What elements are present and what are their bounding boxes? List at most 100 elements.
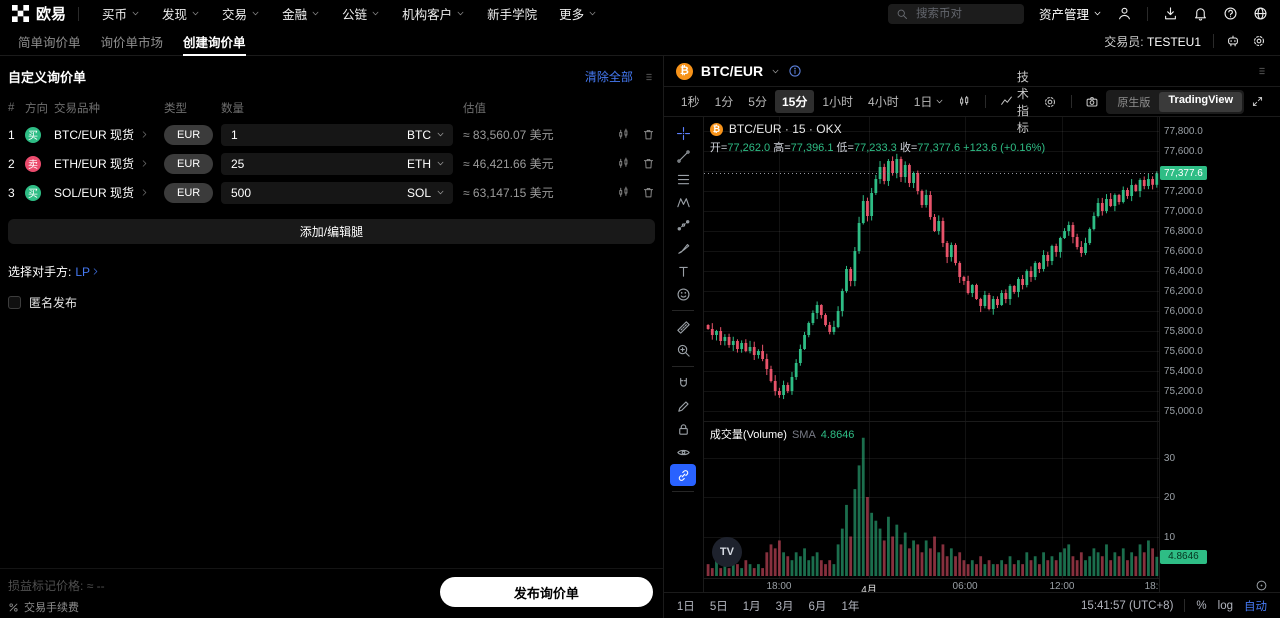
edit-icon[interactable]: [670, 395, 696, 417]
row-pair[interactable]: BTC/EUR 现货: [54, 126, 164, 143]
bell-icon[interactable]: [1193, 6, 1208, 21]
price-tick-label: 77,600.0: [1163, 146, 1203, 157]
user-icon[interactable]: [1117, 6, 1132, 21]
eye-icon[interactable]: [670, 441, 696, 463]
link-icon[interactable]: [670, 464, 697, 486]
mode-tradingview[interactable]: TradingView: [1159, 91, 1243, 112]
row-pair[interactable]: SOL/EUR 现货: [54, 184, 164, 201]
nav-item-label: 机构客户: [402, 8, 453, 22]
nav-item-金融[interactable]: 金融: [271, 4, 331, 23]
currency-type-button[interactable]: EUR: [164, 153, 214, 174]
nav-item-买币[interactable]: 买币: [91, 4, 151, 23]
nav-item-发现[interactable]: 发现: [151, 4, 211, 23]
crosshair-icon[interactable]: [670, 122, 696, 144]
candles-icon[interactable]: [617, 186, 630, 199]
zoom-icon[interactable]: [670, 339, 696, 361]
nav-item-公链[interactable]: 公链: [331, 4, 391, 23]
okx-logo-icon: [12, 5, 29, 22]
auto-scale-button[interactable]: 自动: [1244, 600, 1267, 613]
range-5日[interactable]: 5日: [709, 600, 728, 613]
fib-icon[interactable]: [670, 168, 696, 190]
unit-selector[interactable]: BTC: [407, 128, 445, 142]
percent-scale-button[interactable]: %: [1196, 599, 1207, 612]
brush-icon[interactable]: [670, 237, 696, 259]
quantity-field[interactable]: BTC: [221, 123, 453, 146]
trash-icon[interactable]: [642, 128, 655, 141]
quantity-field[interactable]: SOL: [221, 181, 453, 204]
submit-rfq-button[interactable]: 发布询价单: [439, 577, 653, 607]
candles-icon[interactable]: [617, 157, 630, 170]
counterparty-link[interactable]: LP: [75, 265, 100, 279]
timeframe-4小时[interactable]: 4小时: [861, 90, 906, 113]
gear-icon[interactable]: [1252, 34, 1266, 48]
pair-selector[interactable]: BTC/EUR 现货: [54, 126, 164, 143]
bot-icon[interactable]: [1226, 34, 1240, 48]
info-icon[interactable]: [788, 64, 802, 78]
trash-icon[interactable]: [670, 497, 696, 519]
magnet-icon[interactable]: [670, 372, 696, 394]
okx-logo[interactable]: 欧易: [12, 3, 66, 24]
currency-type-button[interactable]: EUR: [164, 124, 214, 145]
search-input[interactable]: [913, 6, 1016, 21]
anonymous-checkbox[interactable]: [8, 296, 21, 309]
add-leg-button[interactable]: 添加/编辑腿: [8, 219, 655, 244]
globe-icon[interactable]: [1253, 6, 1268, 21]
question-icon[interactable]: [1223, 6, 1238, 21]
time-axis[interactable]: 18:00 4月 06:00 12:00 18:00: [703, 578, 1159, 592]
quantity-input[interactable]: [229, 184, 407, 201]
quantity-input[interactable]: [229, 155, 407, 172]
trendline-icon[interactable]: [670, 145, 696, 167]
timeframe-1秒[interactable]: 1秒: [674, 90, 707, 113]
clear-all-link[interactable]: 清除全部: [584, 70, 633, 84]
tab-简单询价单[interactable]: 简单询价单: [18, 35, 81, 50]
candles-icon[interactable]: [617, 128, 630, 141]
nav-item-交易[interactable]: 交易: [211, 4, 271, 23]
quantity-field[interactable]: ETH: [221, 152, 453, 175]
ruler-icon[interactable]: [670, 316, 696, 338]
lock-icon[interactable]: [670, 418, 696, 440]
chart-type-icon[interactable]: [952, 95, 977, 108]
forecast-icon[interactable]: [670, 214, 696, 236]
unit-selector[interactable]: ETH: [407, 157, 445, 171]
timeframe-1分[interactable]: 1分: [708, 90, 741, 113]
panel-collapse-handle-icon[interactable]: [1256, 65, 1268, 77]
emoji-icon[interactable]: [670, 283, 696, 305]
range-1年[interactable]: 1年: [841, 600, 860, 613]
camera-icon[interactable]: [1079, 95, 1105, 109]
tab-询价单市场[interactable]: 询价单市场: [100, 35, 164, 50]
row-pair[interactable]: ETH/EUR 现货: [54, 155, 164, 172]
price-chart-canvas[interactable]: [703, 117, 1159, 578]
panel-collapse-handle-icon[interactable]: [643, 71, 655, 83]
log-scale-button[interactable]: log: [1217, 599, 1233, 612]
timeframe-5分[interactable]: 5分: [741, 90, 774, 113]
search-box[interactable]: [887, 3, 1024, 24]
pair-selector[interactable]: SOL/EUR 现货: [54, 184, 164, 201]
range-1日[interactable]: 1日: [676, 600, 695, 613]
timeframe-1日[interactable]: 1日: [907, 90, 952, 113]
expand-icon[interactable]: [1245, 95, 1270, 108]
range-3月[interactable]: 3月: [775, 600, 794, 613]
mode-native[interactable]: 原生版: [1117, 96, 1151, 109]
nav-item-机构客户[interactable]: 机构客户: [391, 4, 476, 23]
timeframe-1小时[interactable]: 1小时: [815, 90, 860, 113]
nav-item-更多[interactable]: 更多: [548, 4, 608, 23]
assets-menu[interactable]: 资产管理: [1039, 4, 1102, 23]
timeframe-15分[interactable]: 15分: [774, 90, 815, 113]
range-6月[interactable]: 6月: [808, 600, 827, 613]
symbol-name[interactable]: BTC/EUR: [700, 63, 764, 79]
xabcd-icon[interactable]: [670, 191, 696, 213]
scroll-to-now-icon[interactable]: [1255, 579, 1268, 592]
chevron-down-icon[interactable]: [771, 67, 780, 76]
trash-icon[interactable]: [642, 157, 655, 170]
chart-settings-icon[interactable]: [1037, 95, 1063, 109]
tab-创建询价单[interactable]: 创建询价单: [173, 27, 256, 56]
currency-type-button[interactable]: EUR: [164, 182, 214, 203]
unit-selector[interactable]: SOL: [407, 186, 445, 200]
pair-selector[interactable]: ETH/EUR 现货: [54, 155, 164, 172]
trash-icon[interactable]: [642, 186, 655, 199]
text-icon[interactable]: [670, 260, 696, 282]
quantity-input[interactable]: [229, 126, 407, 143]
range-1月[interactable]: 1月: [742, 600, 761, 613]
nav-item-新手学院[interactable]: 新手学院: [476, 4, 548, 23]
download-icon[interactable]: [1163, 6, 1178, 21]
